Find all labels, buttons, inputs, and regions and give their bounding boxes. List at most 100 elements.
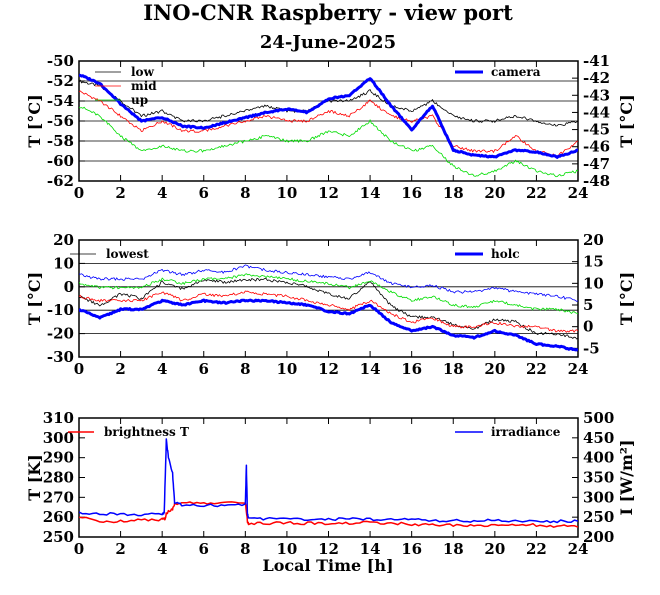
- x-tick-label: 0: [74, 184, 84, 202]
- x-tick-label: 14: [360, 540, 381, 558]
- x-tick-label: 20: [484, 360, 505, 378]
- y-tick-label: 260: [43, 508, 74, 526]
- y-tick-label: -30: [47, 348, 74, 366]
- x-tick-label: 12: [318, 360, 339, 378]
- series-line-camera: [79, 73, 578, 159]
- x-tick-label: 18: [443, 184, 464, 202]
- y-right-tick-label: 400: [583, 449, 614, 467]
- series-line-irradiance: [79, 438, 578, 524]
- legend-label: irradiance: [491, 425, 561, 439]
- y-right-tick-label: -44: [583, 103, 610, 121]
- y-axis-label: T [°C]: [25, 272, 44, 325]
- y-right-axis-label: I [W/m²]: [617, 440, 636, 516]
- legend-label: camera: [491, 65, 541, 79]
- figure-subtitle: 24-June-2025: [260, 32, 396, 53]
- x-tick-label: 6: [199, 184, 209, 202]
- y-tick-label: -54: [47, 92, 74, 110]
- x-tick-label: 22: [526, 360, 547, 378]
- y-right-tick-label: 300: [583, 488, 614, 506]
- y-right-tick-label: -47: [583, 155, 610, 173]
- y-right-tick-label: -46: [583, 138, 610, 156]
- x-tick-label: 14: [360, 184, 381, 202]
- series-line-lowest: [79, 277, 578, 340]
- y-tick-label: -50: [47, 52, 74, 70]
- x-tick-label: 10: [276, 184, 297, 202]
- x-tick-label: 8: [240, 184, 250, 202]
- y-tick-label: -10: [47, 301, 74, 319]
- x-tick-label: 18: [443, 540, 464, 558]
- x-tick-label: 24: [568, 540, 589, 558]
- y-tick-label: -52: [47, 72, 74, 90]
- y-right-axis-label: T [°C]: [617, 94, 636, 147]
- y-right-tick-label: 5: [583, 296, 593, 314]
- bottom-panel: 0 2 4 6 8 10 12 14 16 18 20 22 242502602702802903003…: [25, 409, 636, 558]
- y-right-tick-label: -48: [583, 172, 610, 190]
- legend-label: low: [131, 65, 155, 79]
- x-tick-label: 6: [199, 360, 209, 378]
- x-axis-label: Local Time [h]: [262, 556, 393, 575]
- x-tick-label: 2: [115, 184, 125, 202]
- y-tick-label: 290: [43, 449, 74, 467]
- y-tick-label: 10: [53, 254, 74, 272]
- x-tick-label: 2: [115, 540, 125, 558]
- y-tick-label: -60: [47, 152, 74, 170]
- x-tick-label: 4: [157, 540, 167, 558]
- series-line-mid: [79, 90, 578, 157]
- y-right-tick-label: 20: [583, 231, 604, 249]
- x-tick-label: 12: [318, 540, 339, 558]
- y-right-tick-label: -43: [583, 86, 610, 104]
- series-line-unlabeled-2: [79, 273, 578, 315]
- y-axis-label: T [K]: [25, 454, 44, 501]
- x-tick-label: 24: [568, 184, 589, 202]
- x-tick-label: 4: [157, 360, 167, 378]
- y-tick-label: 280: [43, 469, 74, 487]
- legend-label: brightness T: [104, 425, 189, 439]
- y-tick-label: 310: [43, 409, 74, 427]
- x-tick-label: 24: [568, 360, 589, 378]
- x-tick-label: 2: [115, 360, 125, 378]
- series-line-unlabeled-1: [79, 290, 578, 333]
- y-tick-label: -20: [47, 325, 74, 343]
- middle-panel: 0 2 4 6 8 10 12 14 16 18 20 22 24-30-20-1001020-5051…: [25, 231, 636, 378]
- y-right-tick-label: -45: [583, 121, 610, 139]
- x-tick-label: 16: [401, 540, 422, 558]
- x-tick-label: 6: [199, 540, 209, 558]
- y-axis-label: T [°C]: [25, 94, 44, 147]
- top-panel: 0 2 4 6 8 10 12 14 16 18 20 22 24-62-60-58-56-54-52-…: [25, 52, 636, 202]
- x-tick-label: 0: [74, 360, 84, 378]
- x-tick-label: 18: [443, 360, 464, 378]
- x-tick-label: 20: [484, 184, 505, 202]
- x-tick-label: 22: [526, 184, 547, 202]
- x-tick-label: 0: [74, 540, 84, 558]
- y-tick-label: -56: [47, 112, 74, 130]
- y-right-tick-label: 0: [583, 318, 593, 336]
- legend-label: up: [131, 93, 148, 107]
- x-tick-label: 8: [240, 540, 250, 558]
- figure-title: INO-CNR Raspberry - view port: [143, 0, 513, 25]
- series-line-brightness-T: [79, 501, 578, 528]
- series-line-up: [79, 106, 578, 178]
- x-tick-label: 20: [484, 540, 505, 558]
- legend-label: holc: [491, 247, 520, 261]
- y-right-tick-label: 15: [583, 253, 604, 271]
- y-right-tick-label: 500: [583, 409, 614, 427]
- y-right-axis-label: T [°C]: [617, 272, 636, 325]
- x-tick-label: 8: [240, 360, 250, 378]
- y-right-tick-label: 250: [583, 508, 614, 526]
- x-tick-label: 22: [526, 540, 547, 558]
- y-right-tick-label: 450: [583, 429, 614, 447]
- y-right-tick-label: 10: [583, 274, 604, 292]
- legend-label: mid: [131, 79, 157, 93]
- series-line-holc: [79, 298, 578, 352]
- y-tick-label: -58: [47, 132, 74, 150]
- y-tick-label: 0: [64, 278, 74, 296]
- y-right-tick-label: -41: [583, 52, 610, 70]
- x-tick-label: 12: [318, 184, 339, 202]
- y-tick-label: -62: [47, 172, 74, 190]
- y-tick-label: 270: [43, 488, 74, 506]
- x-tick-label: 14: [360, 360, 381, 378]
- x-tick-label: 10: [276, 540, 297, 558]
- y-right-tick-label: -42: [583, 69, 610, 87]
- x-tick-label: 10: [276, 360, 297, 378]
